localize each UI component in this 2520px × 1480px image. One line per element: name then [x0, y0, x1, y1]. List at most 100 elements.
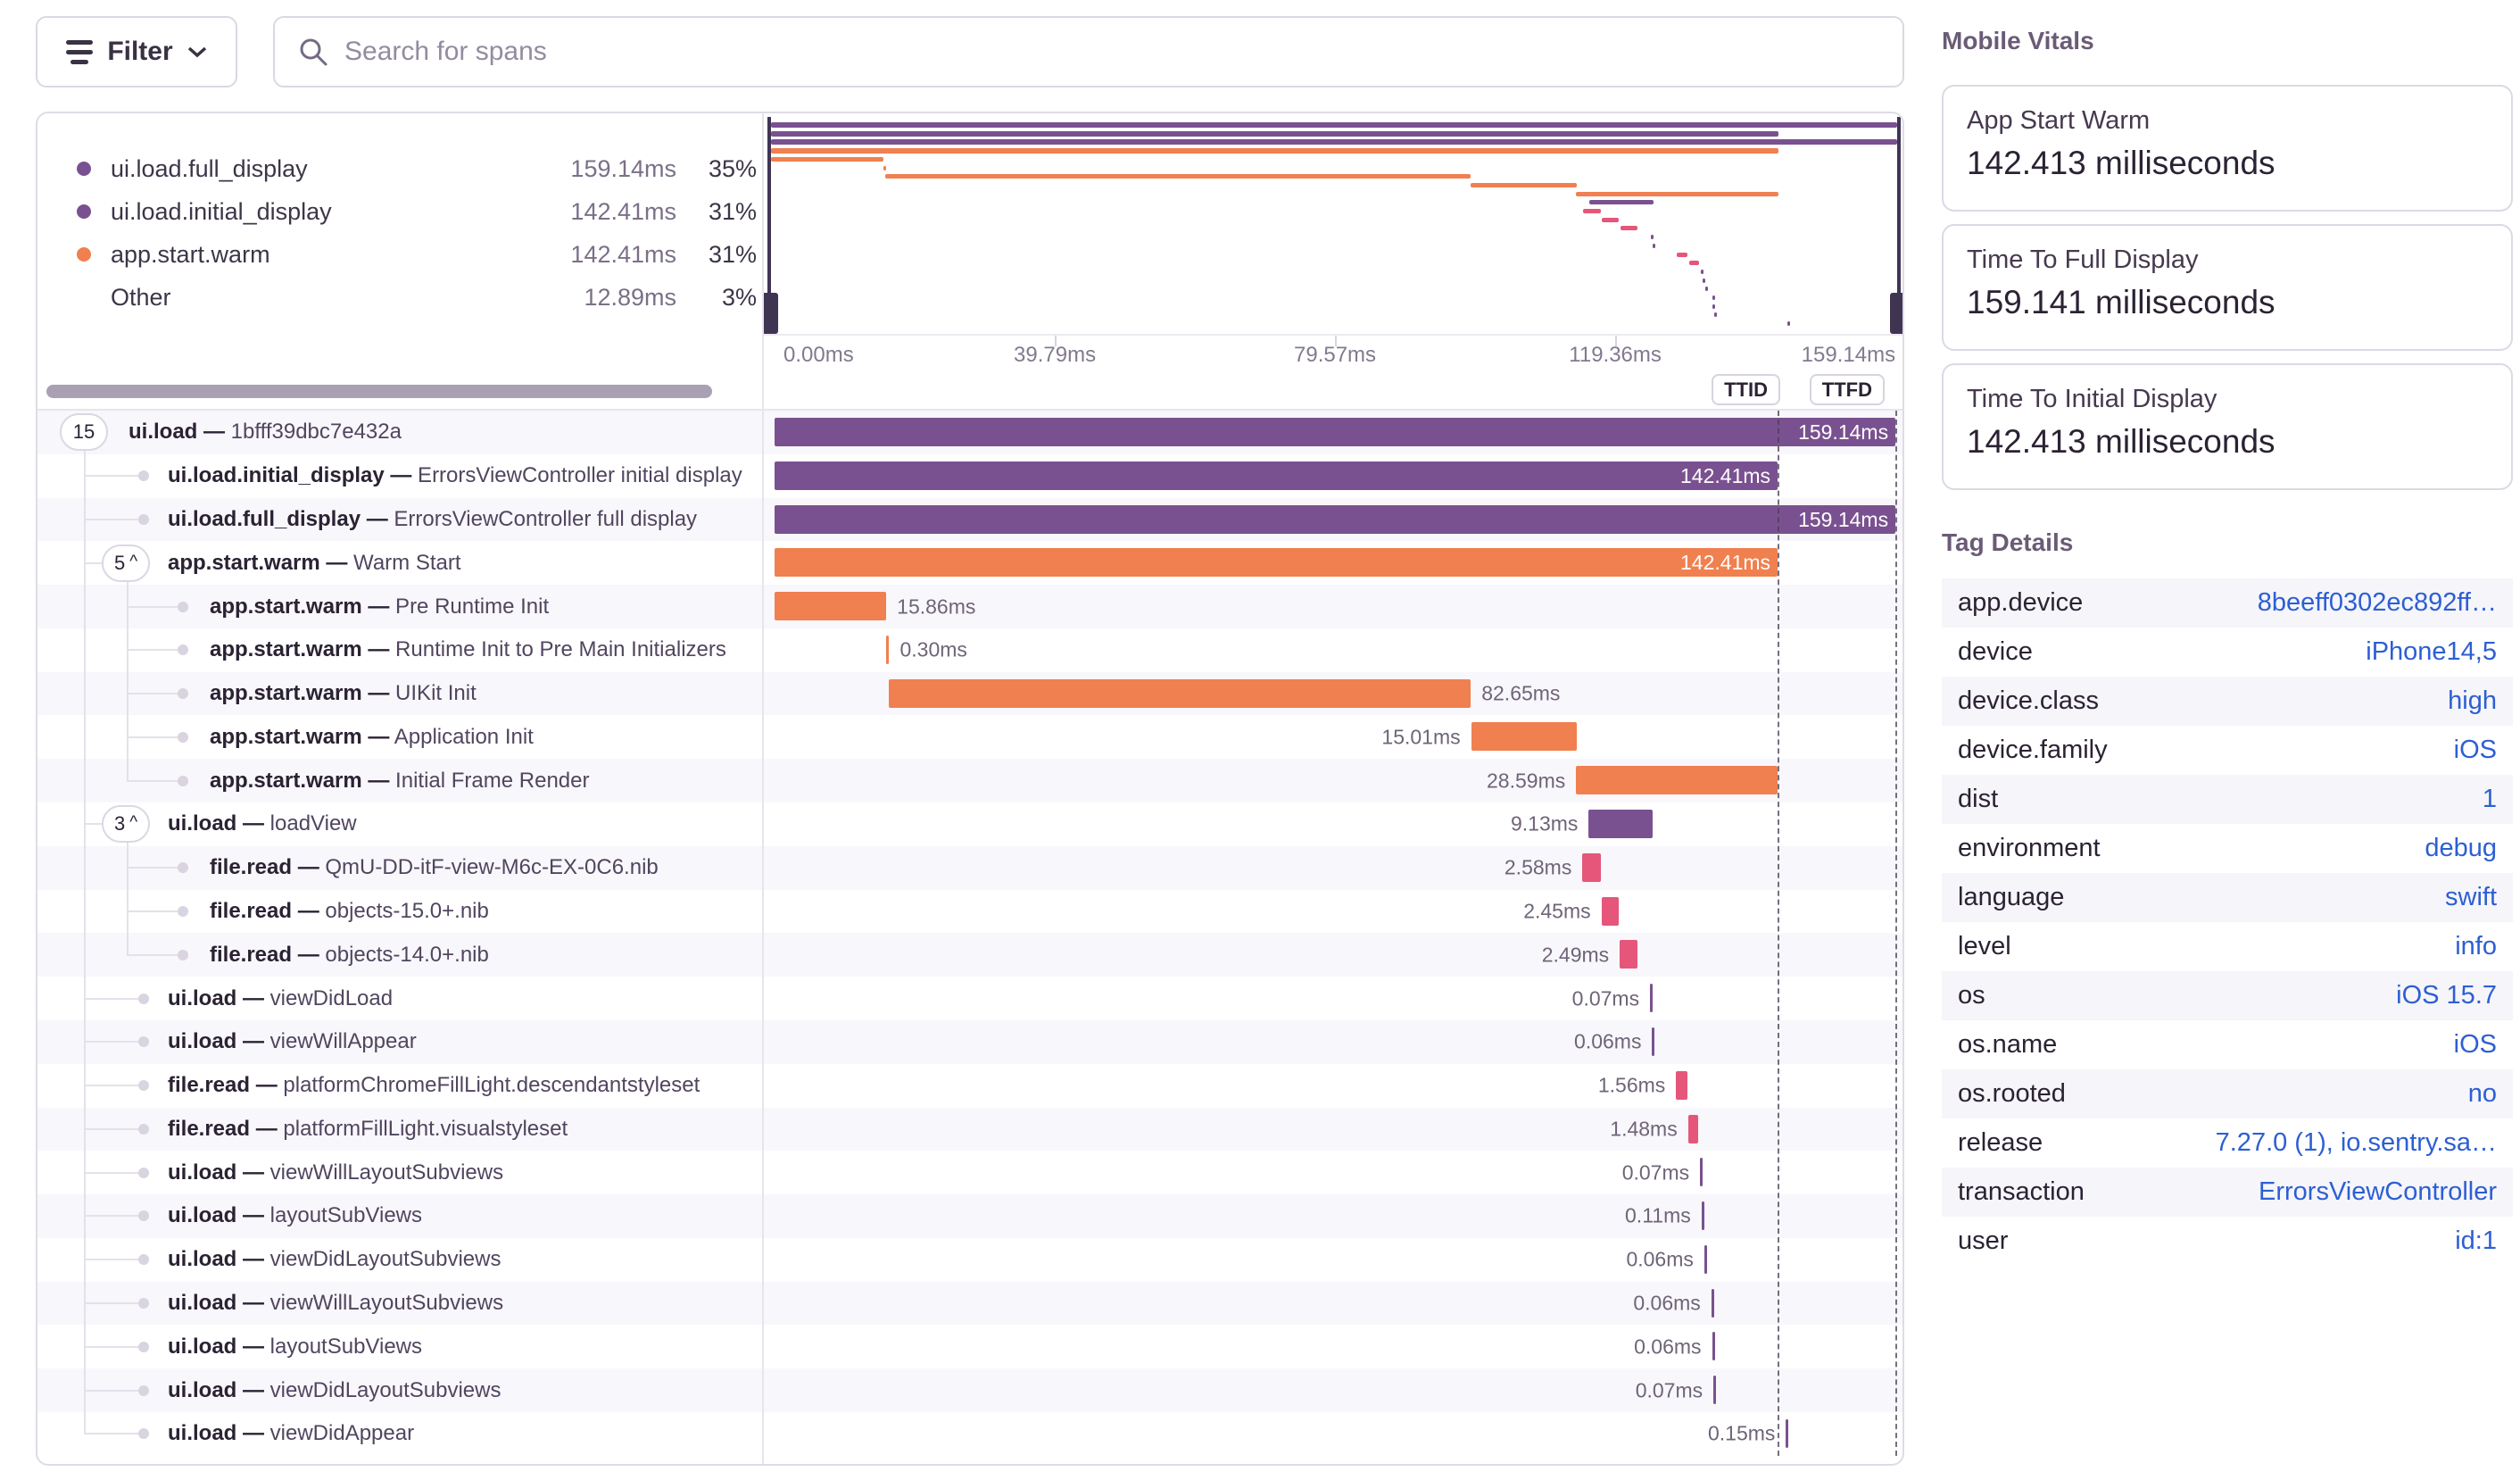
span-count-chip[interactable]: 3 ^: [102, 805, 151, 844]
tag-key: os.rooted: [1958, 1079, 2066, 1108]
span-row[interactable]: file.read — QmU-DD-itF-view-M6c-EX-0C6.n…: [37, 845, 1902, 890]
tag-value-link[interactable]: iPhone14,5: [2366, 637, 2497, 666]
tag-value-link[interactable]: ErrorsViewController: [2259, 1177, 2497, 1206]
span-duration-bar[interactable]: [1703, 1244, 1707, 1274]
filter-button[interactable]: Filter: [36, 16, 237, 87]
span-row[interactable]: ui.load — viewDidLayoutSubviews 0.06ms: [37, 1237, 1902, 1282]
span-row[interactable]: file.read — platformFillLight.visualstyl…: [37, 1107, 1902, 1152]
tag-value-link[interactable]: iOS: [2453, 736, 2497, 764]
span-duration-bar[interactable]: [1588, 810, 1654, 839]
tag-value-link[interactable]: iOS: [2453, 1030, 2497, 1059]
trace-minimap[interactable]: [762, 113, 1902, 334]
tag-value-link[interactable]: swift: [2445, 883, 2497, 911]
span-duration-bar[interactable]: [1687, 1114, 1699, 1143]
span-duration-bar[interactable]: 142.41ms: [775, 548, 1778, 578]
span-row[interactable]: file.read — objects-15.0+.nib 2.45ms: [37, 889, 1902, 934]
span-duration-bar[interactable]: [1650, 984, 1654, 1013]
span-duration-label: 15.86ms: [897, 594, 976, 619]
tree-connector: [84, 823, 104, 826]
span-row[interactable]: ui.load — viewWillAppear 0.06ms: [37, 1019, 1902, 1064]
minimap-right-drag-handle[interactable]: [1890, 293, 1902, 334]
span-row[interactable]: app.start.warm — UIKit Init 82.65ms: [37, 671, 1902, 716]
tag-key: os: [1958, 981, 1985, 1010]
span-row[interactable]: app.start.warm — Runtime Init to Pre Mai…: [37, 628, 1902, 672]
span-row[interactable]: app.start.warm — Application Init 15.01ms: [37, 715, 1902, 760]
vital-value: 142.413 milliseconds: [1967, 145, 2275, 181]
span-tree-cell: ui.load.initial_display — ErrorsViewCont…: [37, 453, 762, 498]
tag-value-link[interactable]: iOS 15.7: [2396, 981, 2497, 1010]
tag-value-link[interactable]: 7.27.0 (1), io.sentry.sa…: [2215, 1128, 2497, 1157]
span-duration-bar[interactable]: [1652, 1027, 1655, 1056]
span-row[interactable]: ui.load — layoutSubViews 0.06ms: [37, 1325, 1902, 1369]
span-duration-bar[interactable]: [888, 678, 1471, 708]
tag-row: device.family iOS: [1942, 726, 2513, 775]
span-duration-bar[interactable]: [1620, 940, 1637, 969]
tree-node-dot: [178, 775, 188, 786]
span-duration-bar[interactable]: 142.41ms: [775, 461, 1778, 490]
span-duration-bar[interactable]: [1713, 1376, 1717, 1405]
tag-details-table: app.device 8beeff0302ec892ff… device iPhone…: [1942, 578, 2513, 1266]
timeline-subheader: TTID TTFD: [37, 371, 1902, 411]
span-row[interactable]: ui.load — viewDidAppear 0.15ms: [37, 1411, 1902, 1456]
span-duration-bar[interactable]: [1711, 1288, 1714, 1318]
span-row[interactable]: ui.load — viewWillLayoutSubviews 0.06ms: [37, 1281, 1902, 1326]
minimap-left-drag-handle[interactable]: [762, 293, 778, 334]
span-duration-bar[interactable]: [1576, 766, 1778, 795]
span-duration-bar[interactable]: [1582, 852, 1601, 882]
span-row[interactable]: file.read — objects-14.0+.nib 2.49ms: [37, 933, 1902, 977]
span-row[interactable]: ui.load — viewDidLayoutSubviews 0.07ms: [37, 1368, 1902, 1412]
span-count-chip[interactable]: 5 ^: [102, 544, 151, 582]
span-duration-bar[interactable]: [1712, 1332, 1715, 1361]
tag-value-link[interactable]: high: [2448, 686, 2497, 715]
tag-value-link[interactable]: id:1: [2455, 1226, 2497, 1255]
span-row[interactable]: 3 ^ ui.load — loadView 9.13ms: [37, 802, 1902, 846]
tag-value-link[interactable]: no: [2467, 1079, 2497, 1108]
span-row[interactable]: ui.load — viewWillLayoutSubviews 0.07ms: [37, 1151, 1902, 1195]
span-row[interactable]: app.start.warm — Pre Runtime Init 15.86ms: [37, 585, 1902, 628]
tree-horizontal-scrollbar[interactable]: [46, 385, 712, 398]
span-row[interactable]: ui.load — viewDidLoad 0.07ms: [37, 977, 1902, 1020]
span-duration-label: 82.65ms: [1481, 681, 1561, 705]
ttfd-chip[interactable]: TTFD: [1809, 374, 1885, 405]
span-duration-label: 159.14ms: [1798, 420, 1889, 444]
tag-value-link[interactable]: 8beeff0302ec892ff…: [2257, 588, 2497, 617]
tree-connector: [127, 779, 180, 782]
span-duration-bar[interactable]: [775, 592, 887, 621]
vital-value: 142.413 milliseconds: [1967, 423, 2275, 460]
span-row[interactable]: 15 ui.load — 1bfff39dbc7e432a 159.14ms: [37, 411, 1902, 454]
span-duration-label: 0.07ms: [1635, 1378, 1703, 1402]
legend-row: app.start.warm 142.41ms 31%: [77, 233, 757, 276]
span-duration-label: 0.06ms: [1574, 1029, 1642, 1053]
tag-value-link[interactable]: 1: [2482, 785, 2497, 813]
span-duration-bar[interactable]: 159.14ms: [775, 504, 1896, 534]
tag-value-link[interactable]: info: [2455, 932, 2497, 960]
span-row[interactable]: file.read — platformChromeFillLight.desc…: [37, 1063, 1902, 1108]
span-count-chip[interactable]: 15: [60, 413, 108, 452]
tag-row: os.rooted no: [1942, 1069, 2513, 1118]
span-duration-label: 2.58ms: [1504, 855, 1572, 879]
span-duration-bar[interactable]: [1701, 1201, 1704, 1231]
span-row[interactable]: ui.load.initial_display — ErrorsViewCont…: [37, 453, 1902, 498]
axis-tick-mark: [1055, 336, 1057, 346]
span-duration-bar[interactable]: [886, 635, 890, 664]
span-row[interactable]: ui.load — layoutSubViews 0.11ms: [37, 1194, 1902, 1238]
tag-key: device.family: [1958, 736, 2108, 764]
span-duration-bar[interactable]: [1700, 1158, 1703, 1187]
tag-value-link[interactable]: debug: [2425, 834, 2497, 862]
span-duration-bar[interactable]: [1471, 722, 1578, 752]
ttid-chip[interactable]: TTID: [1712, 374, 1780, 405]
span-row[interactable]: ui.load.full_display — ErrorsViewControl…: [37, 497, 1902, 542]
span-duration-bar[interactable]: [1601, 896, 1619, 926]
minimap-span-bar: [1702, 278, 1705, 283]
span-duration-bar[interactable]: 159.14ms: [775, 418, 1896, 446]
tag-key: release: [1958, 1128, 2043, 1157]
span-row[interactable]: app.start.warm — Initial Frame Render 28.…: [37, 759, 1902, 803]
span-row[interactable]: 5 ^ app.start.warm — Warm Start 142.41ms: [37, 541, 1902, 586]
search-input[interactable]: [344, 37, 1879, 67]
span-tree-cell: app.start.warm — UIKit Init: [37, 671, 762, 716]
span-name-label: ui.load — viewDidAppear: [168, 1421, 415, 1446]
span-name-label: ui.load — viewDidLoad: [168, 985, 394, 1010]
span-duration-bar[interactable]: [1676, 1070, 1687, 1100]
span-duration-bar[interactable]: [1786, 1418, 1789, 1448]
tree-node-dot: [138, 1210, 149, 1222]
